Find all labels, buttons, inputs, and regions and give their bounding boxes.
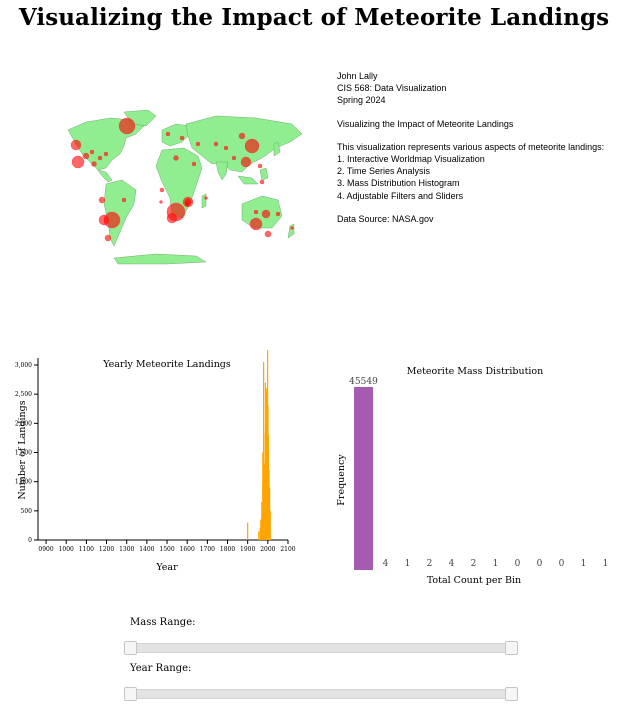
yearly-landings-chart[interactable]: Yearly Meteorite Landings Number of Land…	[14, 350, 304, 580]
x-axis-label: Year	[155, 562, 178, 573]
y-tick-label: 2,500	[15, 391, 32, 398]
x-tick-label: 1500	[159, 546, 174, 553]
bar-value-label: 0	[537, 559, 543, 569]
histogram-bars: 45549412421000111	[349, 377, 614, 570]
world-map[interactable]	[66, 108, 306, 268]
x-tick-label: 1300	[119, 546, 134, 553]
x-tick-label: 1100	[79, 546, 94, 553]
bar-value-label: 0	[515, 559, 521, 569]
info-item: 2. Time Series Analysis	[337, 166, 431, 177]
year-range-label: Year Range:	[130, 663, 192, 674]
y-tick-label: 1,500	[15, 450, 32, 457]
data-source: Data Source: NASA.gov	[337, 213, 434, 224]
bar-value-label: 4	[449, 559, 455, 569]
bar-value-label: 4	[383, 559, 389, 569]
x-tick-label: 1400	[139, 546, 154, 553]
bar-value-label: 1	[493, 559, 499, 569]
info-intro: This visualization represents various as…	[337, 141, 605, 152]
x-tick-label: 1600	[180, 546, 195, 553]
histogram-bar	[354, 387, 373, 570]
mass-range-slider[interactable]	[124, 641, 518, 655]
axes: 0900 1000 1100 1200 1300 1400 1500 1600 1700 1800…	[15, 358, 296, 553]
bar-value-label: 0	[559, 559, 565, 569]
bar-value-label: 2	[471, 559, 477, 569]
info-heading: Visualizing the Impact of Meteorite Land…	[337, 118, 514, 129]
mass-range-label: Mass Range:	[130, 617, 196, 628]
x-tick-label: 1700	[200, 546, 215, 553]
chart-title: Yearly Meteorite Landings	[102, 359, 231, 370]
info-item: 3. Mass Distribution Histogram	[337, 178, 460, 189]
y-tick-label: 3,000	[15, 362, 32, 369]
info-panel: John Lally CIS 568: Data Visualization S…	[337, 70, 627, 225]
map-land	[67, 109, 303, 265]
mass-distribution-chart[interactable]: Meteorite Mass Distribution Frequency To…	[324, 360, 614, 590]
y-axis-label: Frequency	[336, 454, 347, 506]
author-name: John Lally	[337, 71, 378, 81]
x-tick-label: 1200	[99, 546, 114, 553]
year-range-min-handle[interactable]	[124, 687, 137, 701]
mass-range-min-handle[interactable]	[124, 641, 137, 655]
year-range-slider[interactable]	[124, 687, 518, 701]
y-tick-label: 2,000	[15, 420, 32, 427]
page-title: Visualizing the Impact of Meteorite Land…	[18, 4, 610, 31]
info-item: 4. Adjustable Filters and Sliders	[337, 190, 464, 201]
bar-value-label: 1	[603, 559, 609, 569]
info-item: 1. Interactive Worldmap Visualization	[337, 154, 485, 165]
mass-range-max-handle[interactable]	[505, 641, 518, 655]
bar-value-label: 1	[405, 559, 411, 569]
y-tick-label: 500	[21, 508, 33, 515]
x-tick-label: 1000	[59, 546, 74, 553]
chart-title: Meteorite Mass Distribution	[407, 366, 544, 377]
x-tick-label: 2100	[280, 546, 295, 553]
bar-value-label: 1	[581, 559, 587, 569]
line-series	[247, 350, 271, 540]
x-tick-label: 0900	[38, 546, 53, 553]
x-tick-label: 1900	[240, 546, 255, 553]
course-name: CIS 568: Data Visualization	[337, 83, 447, 94]
bar-value-label: 45549	[349, 377, 378, 387]
year-range-max-handle[interactable]	[505, 687, 518, 701]
y-tick-label: 0	[28, 537, 32, 544]
x-tick-label: 2000	[260, 546, 275, 553]
bar-value-label: 2	[427, 559, 433, 569]
y-tick-label: 1,000	[15, 479, 32, 486]
x-axis-label: Total Count per Bin	[427, 575, 521, 586]
term-name: Spring 2024	[337, 95, 386, 106]
x-tick-label: 1800	[220, 546, 235, 553]
meteorite-markers[interactable]	[70, 117, 294, 242]
y-axis-label: Number of Landings	[17, 400, 28, 499]
